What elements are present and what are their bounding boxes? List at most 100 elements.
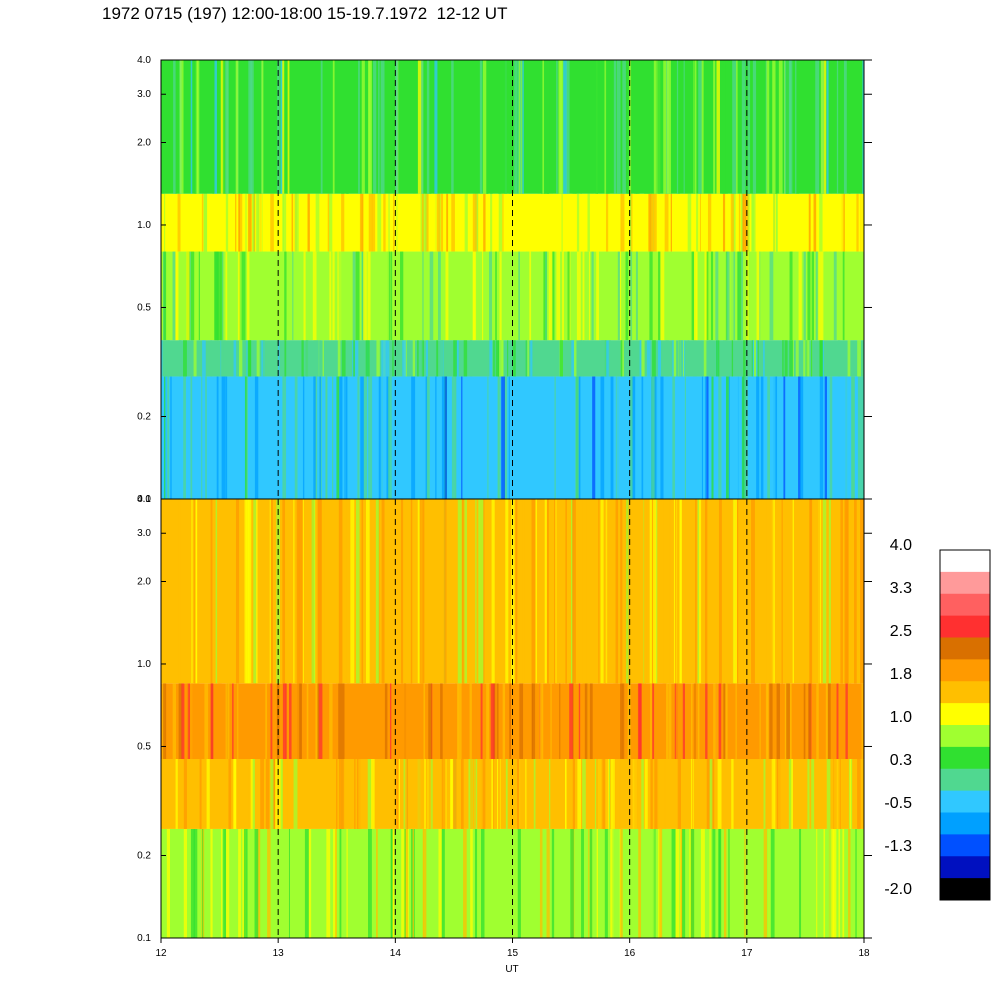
bottom-texture-stripe	[225, 683, 230, 760]
top-texture-stripe	[663, 60, 667, 194]
top-texture-stripe	[451, 193, 455, 252]
top-texture-stripe	[862, 340, 864, 377]
top-texture-stripe	[760, 376, 764, 499]
bottom-texture-stripe	[697, 499, 700, 684]
top-texture-stripe	[579, 340, 582, 377]
bottom-texture-stripe	[235, 499, 240, 684]
bottom-texture-stripe	[849, 759, 852, 829]
bottom-texture-stripe	[191, 683, 194, 760]
top-texture-stripe	[741, 376, 746, 499]
bottom-texture-stripe	[183, 828, 187, 938]
bottom-texture-stripe	[458, 683, 462, 760]
bottom-texture-stripe	[663, 499, 667, 684]
bottom-texture-stripe	[709, 759, 713, 829]
bottom-texture-stripe	[457, 499, 462, 684]
top-texture-stripe	[451, 60, 454, 194]
top-texture-stripe	[575, 376, 577, 499]
bottom-texture-stripe	[816, 683, 819, 760]
top-texture-stripe	[235, 60, 239, 194]
bottom-texture-stripe	[195, 499, 198, 684]
top-texture-stripe	[417, 340, 419, 377]
top-texture-stripe	[328, 193, 333, 252]
top-texture-stripe	[499, 251, 502, 341]
top-texture-stripe	[542, 193, 545, 252]
bottom-texture-stripe	[304, 828, 309, 938]
bottom-texture-stripe	[710, 828, 713, 938]
bottom-texture-stripe	[356, 499, 360, 684]
top-texture-stripe	[376, 340, 380, 377]
top-texture-stripe	[658, 251, 661, 341]
bottom-texture-stripe	[220, 828, 223, 938]
top-texture-stripe	[605, 251, 609, 341]
top-texture-stripe	[716, 340, 718, 377]
top-texture-stripe	[193, 340, 197, 377]
top-texture-stripe	[384, 251, 389, 341]
top-texture-stripe	[421, 193, 424, 252]
bottom-texture-stripe	[709, 828, 711, 938]
top-texture-stripe	[428, 376, 430, 499]
bottom-texture-stripe	[652, 683, 655, 760]
top-texture-stripe	[201, 376, 203, 499]
top-texture-stripe	[517, 60, 519, 194]
bottom-texture-stripe	[809, 499, 812, 684]
top-texture-stripe	[730, 193, 734, 252]
top-texture-stripe	[683, 193, 688, 252]
top-y-tick-label: 0.1	[137, 494, 151, 505]
top-texture-stripe	[307, 193, 310, 252]
top-texture-stripe	[641, 340, 645, 377]
bottom-texture-stripe	[675, 828, 680, 938]
top-texture-stripe	[361, 251, 365, 341]
top-texture-stripe	[672, 340, 674, 377]
top-texture-stripe	[429, 251, 434, 341]
top-texture-stripe	[789, 251, 793, 341]
bottom-texture-stripe	[400, 499, 404, 684]
bottom-texture-stripe	[644, 759, 648, 829]
bottom-texture-stripe	[805, 759, 807, 829]
bottom-texture-stripe	[848, 828, 851, 938]
bottom-texture-stripe	[419, 759, 423, 829]
bottom-texture-stripe	[650, 828, 655, 938]
top-texture-stripe	[344, 193, 346, 252]
top-texture-stripe	[221, 376, 226, 499]
top-texture-stripe	[380, 60, 385, 194]
bottom-texture-stripe	[474, 828, 478, 938]
top-texture-stripe	[247, 251, 250, 341]
bottom-texture-stripe	[270, 683, 273, 760]
bottom-texture-stripe	[854, 499, 857, 684]
top-texture-stripe	[386, 340, 390, 377]
bottom-texture-stripe	[539, 828, 543, 938]
bottom-texture-stripe	[624, 499, 627, 684]
top-texture-stripe	[630, 251, 633, 341]
bottom-texture-stripe	[428, 683, 432, 760]
top-texture-stripe	[792, 340, 794, 377]
bottom-texture-stripe	[600, 499, 604, 684]
bottom-y-tick-label: 0.1	[137, 933, 151, 944]
top-texture-stripe	[729, 251, 734, 341]
bottom-texture-stripe	[178, 683, 183, 760]
top-texture-stripe	[454, 376, 457, 499]
bottom-texture-stripe	[544, 499, 547, 684]
bottom-texture-stripe	[515, 499, 518, 684]
bottom-texture-stripe	[655, 499, 658, 684]
top-texture-stripe	[775, 193, 778, 252]
top-texture-stripe	[819, 340, 823, 377]
bottom-texture-stripe	[759, 683, 761, 760]
top-texture-stripe	[701, 376, 703, 499]
top-texture-stripe	[590, 193, 594, 252]
top-texture-stripe	[294, 193, 299, 252]
bottom-texture-stripe	[690, 828, 695, 938]
bottom-texture-stripe	[573, 499, 576, 684]
top-texture-stripe	[616, 60, 621, 194]
x-tick-label: 12	[155, 948, 167, 959]
top-texture-stripe	[220, 340, 224, 377]
colorbar-label: -0.5	[884, 795, 912, 812]
top-texture-stripe	[815, 376, 819, 499]
top-texture-stripe	[386, 376, 390, 499]
bottom-texture-stripe	[396, 828, 398, 938]
top-texture-stripe	[628, 60, 632, 194]
top-texture-stripe	[284, 340, 287, 377]
top-texture-stripe	[753, 340, 757, 377]
bottom-texture-stripe	[827, 683, 831, 760]
bottom-texture-stripe	[405, 828, 408, 938]
x-tick-label: 17	[741, 948, 753, 959]
